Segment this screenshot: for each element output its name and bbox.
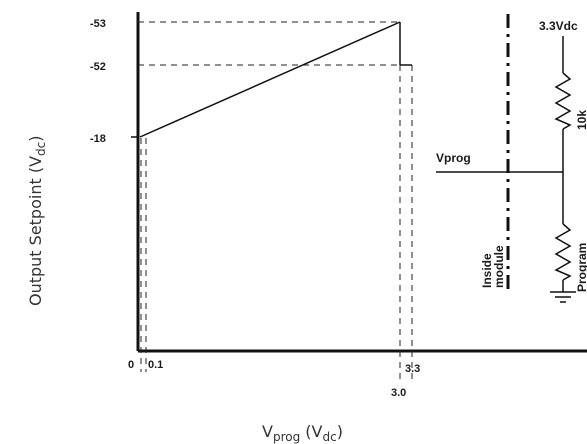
y-axis-title-main: Output Setpoint (V: [26, 156, 45, 306]
x-axis-title-sub: prog: [273, 430, 300, 444]
guide-lines: [138, 21, 413, 380]
x-axis-title-close: ): [337, 422, 343, 441]
y-tick-label-53: -53: [90, 18, 106, 30]
inside-module-label-line2: module: [492, 245, 506, 288]
inside-module-label-line1: Inside: [480, 253, 494, 288]
vprog-label: Vprog: [436, 151, 471, 165]
x-tick-label-0: 0: [128, 359, 134, 371]
pullup-resistor: [554, 72, 572, 130]
x-tick-label-0-1: 0.1: [148, 359, 163, 371]
program-resistor-label: Program: [575, 243, 587, 292]
x-tick-label-3-0: 3.0: [391, 387, 406, 399]
y-tick-label-18: -18: [90, 133, 106, 145]
x-axis-title: Vprog (Vdc): [262, 422, 343, 444]
y-axis-title: Output Setpoint (Vdc): [26, 136, 48, 306]
y-axis-title-sub: dc: [34, 142, 48, 156]
supply-voltage-label: 3.3Vdc: [539, 19, 578, 33]
ground-icon: [550, 291, 576, 303]
program-resistor: [554, 223, 572, 281]
x-axis-title-unit: (V: [300, 422, 322, 441]
pullup-resistor-label: 10k: [575, 110, 587, 130]
series-line: [139, 21, 412, 138]
curve-ramp: [139, 21, 401, 138]
y-axis-title-close: ): [26, 136, 45, 142]
x-tick-label-3-3: 3.3: [405, 363, 420, 375]
x-axis-title-unit-sub: dc: [322, 430, 336, 444]
x-axis-title-v: V: [262, 422, 273, 441]
y-tick-label-52: -52: [90, 61, 106, 73]
